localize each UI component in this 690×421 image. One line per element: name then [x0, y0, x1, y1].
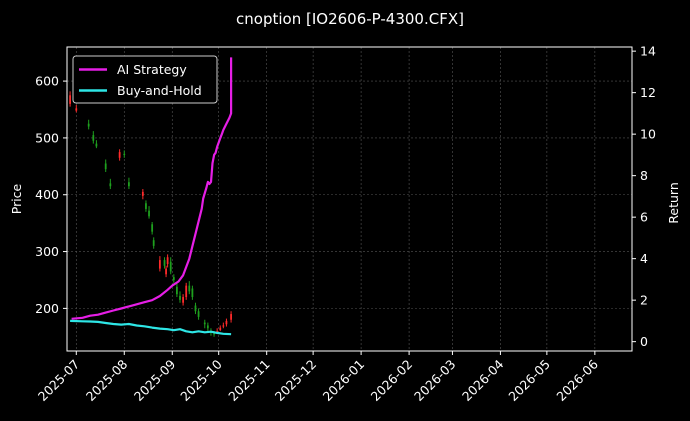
y-axis-left-label: Price — [9, 183, 24, 214]
y-left-tick-label: 200 — [35, 301, 59, 316]
y-right-tick-label: 8 — [640, 168, 648, 183]
candle-body — [191, 288, 194, 298]
series-line-ai-strategy — [71, 57, 233, 320]
series-lines — [70, 57, 233, 336]
candle-body — [151, 224, 154, 232]
candle-body — [145, 203, 147, 209]
candle-body — [158, 260, 161, 269]
plot-frame — [66, 46, 633, 352]
candle-body — [176, 286, 178, 295]
candle-body — [152, 240, 155, 246]
candle-body — [172, 277, 175, 280]
candle-body — [148, 210, 150, 217]
y-right-tick-label: 10 — [640, 127, 656, 142]
candle-body — [225, 320, 228, 325]
candle-body — [213, 333, 215, 335]
candle-body — [216, 331, 219, 333]
y-left-tick-label: 400 — [35, 187, 59, 202]
candle-body — [197, 311, 200, 317]
y-right-tick-label: 6 — [640, 210, 648, 225]
legend-label-buy-and-hold: Buy-and-Hold — [117, 83, 202, 98]
candle-body — [128, 182, 130, 187]
candle-body — [75, 108, 78, 111]
legend-label-ai-strategy: AI Strategy — [117, 62, 187, 77]
candle-body — [95, 143, 98, 147]
y-left-tick-label: 300 — [35, 244, 59, 259]
candle-body — [185, 285, 188, 298]
candle-body — [203, 322, 206, 325]
candle-body — [92, 135, 95, 141]
candle-body — [87, 123, 90, 127]
candle-body — [194, 305, 197, 312]
legend: AI Strategy Buy-and-Hold — [72, 55, 218, 104]
candle-body — [179, 295, 181, 300]
y-axis-left: 200 300 400 500 600 — [35, 74, 67, 316]
candle-body — [206, 325, 209, 329]
candle-body — [166, 257, 169, 265]
candle-body — [182, 297, 184, 303]
y-right-tick-label: 4 — [640, 251, 648, 266]
candle-body — [109, 183, 112, 187]
candle-body — [165, 268, 167, 275]
y-right-tick-label: 14 — [640, 44, 656, 59]
candle-body — [219, 327, 222, 330]
candle-body — [123, 153, 126, 155]
candle-body — [69, 95, 71, 104]
y-axis-right: 0 2 4 6 8 10 12 14 — [632, 44, 656, 349]
y-right-tick-label: 2 — [640, 293, 648, 308]
candle-body — [222, 325, 225, 327]
candle-body — [104, 163, 107, 170]
candle-body — [141, 191, 144, 196]
legend-box — [72, 55, 218, 104]
candle-body — [230, 314, 232, 320]
y-axis-right-label: Return — [666, 182, 681, 223]
grid — [67, 47, 632, 351]
y-right-tick-label: 12 — [640, 85, 656, 100]
y-left-tick-label: 600 — [35, 74, 59, 89]
candle-body — [169, 261, 172, 272]
candle-body — [118, 152, 121, 158]
candles — [69, 91, 232, 337]
y-left-tick-label: 500 — [35, 130, 59, 145]
chart-title: cnoption [IO2606-P-4300.CFX] — [236, 10, 464, 28]
series-line-buy-and-hold — [70, 319, 232, 336]
candle-body — [163, 260, 166, 266]
y-right-tick-label: 0 — [640, 334, 648, 349]
candle-body — [188, 285, 191, 292]
